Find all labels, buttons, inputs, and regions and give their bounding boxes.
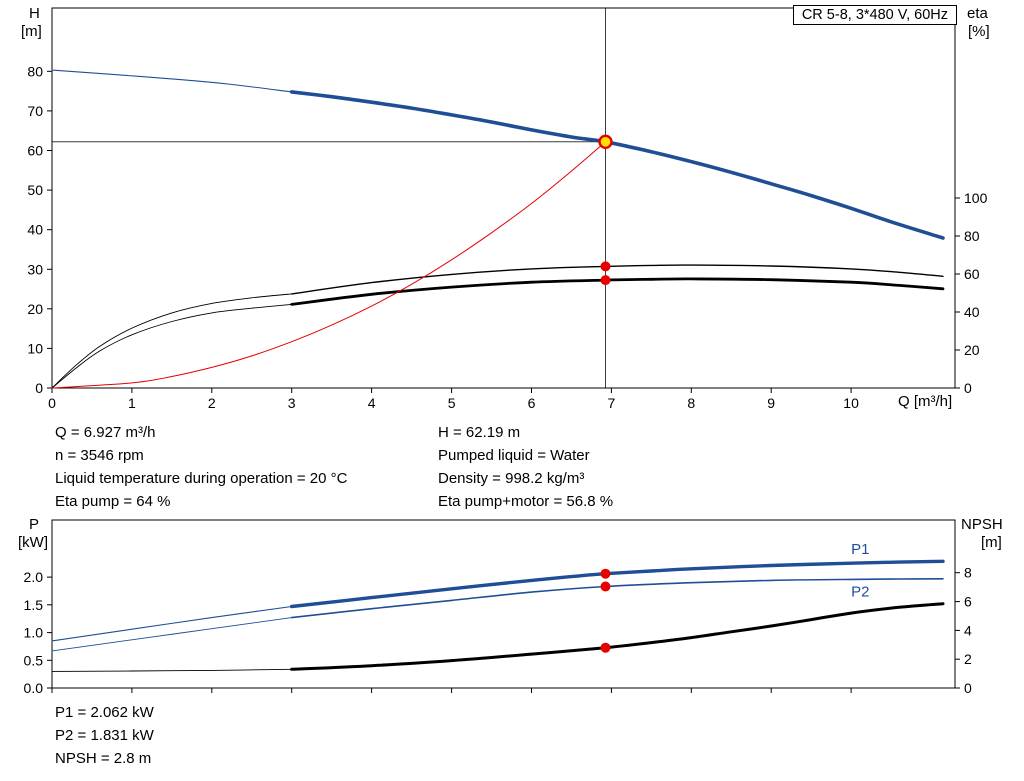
x-tick-label: 8 bbox=[687, 395, 695, 411]
operating-point-dot bbox=[600, 261, 611, 272]
info-line-h: H = 62.19 m bbox=[438, 424, 521, 441]
eta-axis-label: eta bbox=[967, 5, 988, 22]
right-tick-label: 80 bbox=[964, 228, 980, 244]
x-tick-label: 9 bbox=[767, 395, 775, 411]
left-tick-label: 80 bbox=[27, 63, 43, 79]
left-tick-label: 1.5 bbox=[24, 597, 44, 613]
npsh-axis-unit-label: [m] bbox=[981, 534, 1002, 551]
x-tick-label: 1 bbox=[128, 395, 136, 411]
info-line-eta-pump: Eta pump = 64 % bbox=[55, 493, 171, 510]
operating-point-dot bbox=[600, 275, 611, 286]
right-tick-label: 4 bbox=[964, 622, 972, 638]
left-tick-label: 2.0 bbox=[24, 569, 44, 585]
p1-curve-leadin bbox=[51, 605, 293, 642]
left-tick-label: 50 bbox=[27, 182, 43, 198]
eta-pump-motor-curve-leadin bbox=[51, 303, 293, 389]
right-tick-label: 0 bbox=[964, 680, 972, 696]
h-axis-unit-label: [m] bbox=[21, 23, 42, 40]
operating-point-dot bbox=[600, 568, 611, 579]
power-info: P1 = 2.062 kW P2 = 1.831 kW NPSH = 2.8 m bbox=[55, 701, 154, 770]
info-line-p2: P2 = 1.831 kW bbox=[55, 727, 154, 744]
left-tick-label: 0.5 bbox=[24, 652, 44, 668]
eta-pump-curve bbox=[291, 264, 944, 295]
head-curve bbox=[289, 90, 945, 240]
head-curve-leadin bbox=[51, 69, 293, 93]
info-line-temp: Liquid temperature during operation = 20… bbox=[55, 470, 348, 487]
info-line-liquid: Pumped liquid = Water bbox=[438, 447, 590, 464]
eta-pump-curve-leadin bbox=[51, 293, 293, 389]
right-tick-label: 60 bbox=[964, 266, 980, 282]
duty-info-left: Q = 6.927 m³/h n = 3546 rpm Liquid tempe… bbox=[55, 421, 347, 513]
right-tick-label: 20 bbox=[964, 342, 980, 358]
p-axis-label: P bbox=[29, 516, 40, 533]
x-tick-label: 7 bbox=[608, 395, 616, 411]
info-line-n: n = 3546 rpm bbox=[55, 447, 144, 464]
x-tick-label: 6 bbox=[528, 395, 536, 411]
info-line-density: Density = 998.2 kg/m³ bbox=[438, 470, 585, 487]
x-tick-label: 4 bbox=[368, 395, 376, 411]
p-axis-unit-label: [kW] bbox=[18, 534, 48, 551]
npsh-axis-label: NPSH bbox=[961, 516, 1003, 533]
right-tick-label: 2 bbox=[964, 651, 972, 667]
left-tick-label: 60 bbox=[27, 143, 43, 159]
left-tick-label: 0 bbox=[35, 380, 43, 396]
left-tick-label: 10 bbox=[27, 340, 43, 356]
right-tick-label: 40 bbox=[964, 304, 980, 320]
pump-model-title-box: CR 5-8, 3*480 V, 60Hz bbox=[792, 5, 957, 25]
operating-point-dot bbox=[600, 642, 611, 653]
p1-curve bbox=[290, 559, 945, 609]
left-tick-label: 20 bbox=[27, 301, 43, 317]
left-tick-label: 1.0 bbox=[24, 625, 44, 641]
system-curve bbox=[51, 141, 606, 389]
curve-label-p1: P1 bbox=[851, 541, 869, 558]
duty-point-marker bbox=[598, 134, 613, 150]
info-line-npsh: NPSH = 2.8 m bbox=[55, 750, 152, 767]
eta-pump-motor-curve bbox=[290, 277, 945, 306]
left-tick-label: 30 bbox=[27, 261, 43, 277]
info-line-q: Q = 6.927 m³/h bbox=[55, 424, 156, 441]
x-tick-label: 5 bbox=[448, 395, 456, 411]
left-tick-label: 70 bbox=[27, 103, 43, 119]
x-tick-label: 3 bbox=[288, 395, 296, 411]
info-line-p1: P1 = 2.062 kW bbox=[55, 704, 154, 721]
p2-curve bbox=[290, 578, 944, 619]
right-tick-label: 100 bbox=[964, 190, 988, 206]
right-tick-label: 8 bbox=[964, 565, 972, 581]
eta-axis-unit-label: [%] bbox=[968, 23, 990, 40]
left-tick-label: 40 bbox=[27, 222, 43, 238]
q-axis-unit-label: Q [m³/h] bbox=[898, 393, 953, 410]
right-tick-label: 0 bbox=[964, 380, 972, 396]
x-tick-label: 10 bbox=[843, 395, 859, 411]
npsh-curve bbox=[290, 602, 945, 671]
x-tick-label: 2 bbox=[208, 395, 216, 411]
info-line-eta-total: Eta pump+motor = 56.8 % bbox=[438, 493, 614, 510]
operating-point-dot bbox=[600, 581, 611, 592]
p2-curve-leadin bbox=[51, 617, 293, 652]
chart-border bbox=[51, 519, 956, 689]
duty-info-right: H = 62.19 m Pumped liquid = Water Densit… bbox=[438, 421, 613, 513]
h-axis-label: H bbox=[29, 5, 40, 22]
left-tick-label: 0.0 bbox=[24, 680, 44, 696]
x-tick-label: 0 bbox=[48, 395, 56, 411]
right-tick-label: 6 bbox=[964, 594, 972, 610]
curve-label-p2: P2 bbox=[851, 584, 869, 601]
npsh-curve-leadin bbox=[51, 668, 293, 672]
